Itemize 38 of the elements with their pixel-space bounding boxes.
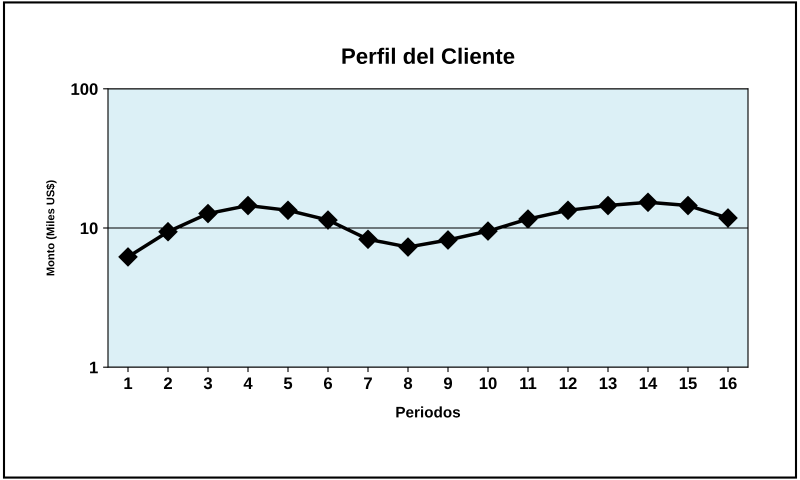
point — [558, 200, 578, 220]
x-tick-label: 2 — [164, 377, 172, 389]
point — [438, 230, 458, 250]
x-tick-label: 12 — [560, 377, 577, 389]
x-tick-label: 6 — [324, 377, 332, 390]
y-tick-label: 10 — [80, 222, 98, 234]
x-tick-label: 10 — [480, 377, 497, 390]
y-tick-label: 1 — [90, 362, 98, 374]
point — [478, 222, 498, 241]
x-tick-label: 9 — [444, 377, 452, 390]
x-tick-label: 11 — [520, 378, 536, 389]
y-tick-label: 100 — [72, 83, 98, 96]
point — [598, 196, 618, 216]
chart-title: Perfil del Cliente — [342, 48, 514, 64]
point — [278, 200, 298, 220]
x-tick-label: 1 — [124, 378, 132, 389]
point — [718, 208, 738, 228]
point — [678, 196, 698, 216]
point — [358, 230, 378, 249]
point — [638, 192, 658, 212]
x-tick-label: 13 — [600, 377, 617, 390]
x-tick-label: 14 — [640, 378, 658, 389]
x-tick-label: 4 — [244, 378, 253, 389]
x-tick-label: 3 — [204, 377, 212, 390]
point — [318, 210, 338, 230]
point — [518, 209, 538, 229]
y-axis-title: Monto (Miles US$) — [46, 180, 57, 276]
x-tick-label: 8 — [404, 377, 412, 390]
point — [398, 237, 418, 257]
point — [238, 196, 258, 216]
point — [118, 247, 138, 266]
x-tick-label: 16 — [720, 377, 737, 390]
x-tick-label: 7 — [364, 378, 372, 389]
x-tick-label: 15 — [680, 378, 697, 390]
point — [158, 222, 178, 242]
point — [198, 204, 218, 224]
x-axis-title: Periodos — [396, 406, 460, 418]
x-tick-label: 5 — [284, 378, 292, 390]
